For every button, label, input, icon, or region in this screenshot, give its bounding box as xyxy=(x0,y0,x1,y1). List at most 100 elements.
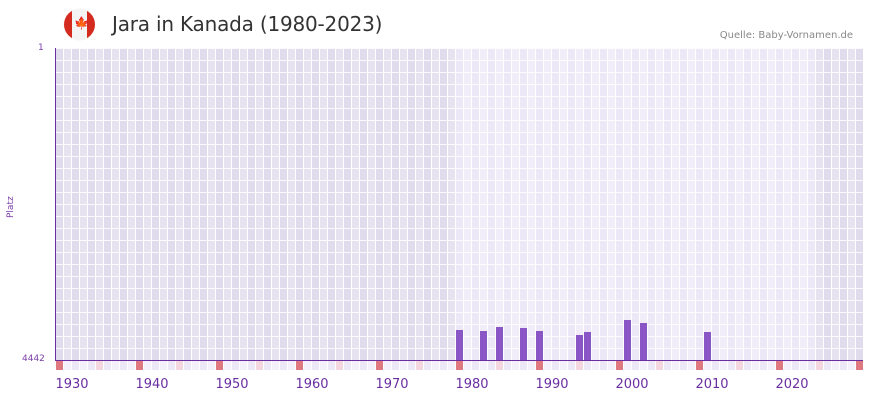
year-marker xyxy=(552,361,559,370)
year-marker xyxy=(536,361,543,370)
year-marker xyxy=(216,361,223,370)
year-marker xyxy=(80,361,87,370)
x-tick-label: 2000 xyxy=(615,377,649,392)
year-marker xyxy=(96,361,103,370)
year-marker xyxy=(800,361,807,370)
bar-2009[interactable] xyxy=(704,332,711,360)
year-marker xyxy=(784,361,791,370)
year-marker xyxy=(592,361,599,370)
year-marker xyxy=(496,361,503,370)
year-marker xyxy=(72,361,79,370)
year-marker xyxy=(368,361,375,370)
year-marker xyxy=(752,361,759,370)
year-marker xyxy=(824,361,831,370)
year-marker xyxy=(632,361,639,370)
x-tick-label: 1980 xyxy=(455,377,489,392)
bar-1993[interactable] xyxy=(576,335,583,360)
year-marker xyxy=(424,361,431,370)
x-axis-baseline xyxy=(55,360,863,361)
year-marker xyxy=(304,361,311,370)
source-link[interactable]: Quelle: Baby-Vornamen.de xyxy=(719,30,853,41)
year-marker xyxy=(600,361,607,370)
year-marker xyxy=(240,361,247,370)
x-tick-label: 1970 xyxy=(375,377,409,392)
year-marker xyxy=(568,361,575,370)
year-marker xyxy=(184,361,191,370)
year-marker xyxy=(584,361,591,370)
year-marker xyxy=(576,361,583,370)
year-marker xyxy=(840,361,847,370)
year-marker xyxy=(384,361,391,370)
year-marker xyxy=(104,361,111,370)
year-marker xyxy=(808,361,815,370)
year-marker xyxy=(232,361,239,370)
year-marker xyxy=(360,361,367,370)
year-marker xyxy=(416,361,423,370)
x-tick-label: 1950 xyxy=(215,377,249,392)
year-marker xyxy=(200,361,207,370)
year-marker xyxy=(744,361,751,370)
year-marker xyxy=(488,361,495,370)
plot-area xyxy=(55,48,863,360)
year-marker xyxy=(432,361,439,370)
year-marker xyxy=(376,361,383,370)
year-marker xyxy=(272,361,279,370)
year-marker xyxy=(448,361,455,370)
bar-2001[interactable] xyxy=(640,323,647,360)
x-tick-label: 2020 xyxy=(775,377,809,392)
y-tick-bottom: 4442 xyxy=(22,354,45,364)
year-marker xyxy=(296,361,303,370)
bar-1978[interactable] xyxy=(456,330,463,360)
year-marker xyxy=(136,361,143,370)
year-marker xyxy=(168,361,175,370)
year-marker xyxy=(280,361,287,370)
year-marker xyxy=(736,361,743,370)
x-tick-label: 1930 xyxy=(55,377,89,392)
year-marker xyxy=(408,361,415,370)
year-marker xyxy=(624,361,631,370)
x-tick-label: 1960 xyxy=(295,377,329,392)
year-marker xyxy=(848,361,855,370)
bar-1994[interactable] xyxy=(584,332,591,360)
year-marker xyxy=(312,361,319,370)
year-marker xyxy=(320,361,327,370)
year-marker xyxy=(440,361,447,370)
year-marker xyxy=(56,361,63,370)
year-marker xyxy=(672,361,679,370)
year-marker xyxy=(720,361,727,370)
year-marker xyxy=(768,361,775,370)
year-marker xyxy=(400,361,407,370)
year-marker xyxy=(472,361,479,370)
canada-flag-icon: 🍁 xyxy=(64,9,95,40)
year-marker xyxy=(352,361,359,370)
year-marker xyxy=(176,361,183,370)
year-marker xyxy=(128,361,135,370)
bar-1999[interactable] xyxy=(624,320,631,360)
year-marker xyxy=(648,361,655,370)
year-marker xyxy=(688,361,695,370)
year-marker xyxy=(456,361,463,370)
year-marker xyxy=(696,361,703,370)
year-marker xyxy=(680,361,687,370)
year-marker xyxy=(520,361,527,370)
year-marker xyxy=(256,361,263,370)
x-tick-label: 2010 xyxy=(695,377,729,392)
year-marker xyxy=(328,361,335,370)
year-marker xyxy=(832,361,839,370)
year-marker xyxy=(512,361,519,370)
year-marker xyxy=(120,361,127,370)
year-marker xyxy=(208,361,215,370)
x-tick-label: 1990 xyxy=(535,377,569,392)
bar-1981[interactable] xyxy=(480,331,487,360)
bar-1986[interactable] xyxy=(520,328,527,360)
year-marker xyxy=(664,361,671,370)
year-marker xyxy=(144,361,151,370)
year-marker xyxy=(64,361,71,370)
year-marker xyxy=(464,361,471,370)
y-tick-top: 1 xyxy=(38,43,44,53)
year-marker xyxy=(112,361,119,370)
grid-lines xyxy=(55,48,863,360)
year-marker xyxy=(616,361,623,370)
bar-1988[interactable] xyxy=(536,331,543,360)
bar-1983[interactable] xyxy=(496,327,503,360)
